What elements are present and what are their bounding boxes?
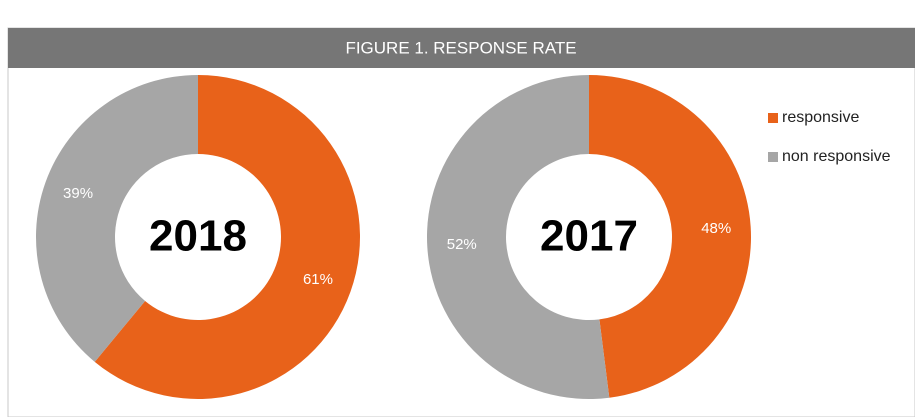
figure-title: FIGURE 1. RESPONSE RATE xyxy=(345,38,576,57)
legend-swatch xyxy=(768,113,778,123)
legend-swatch xyxy=(768,152,778,162)
title-bar xyxy=(8,28,915,68)
center-label: 2018 xyxy=(149,212,247,261)
donut-slice xyxy=(589,75,752,398)
legend-label: non responsive xyxy=(782,148,891,165)
data-label: 39% xyxy=(63,185,93,202)
donut-slice xyxy=(36,75,198,362)
data-label: 61% xyxy=(303,271,333,288)
donut-slice xyxy=(427,75,610,399)
center-label: 2017 xyxy=(540,212,638,261)
data-label: 52% xyxy=(447,236,477,253)
donut-slice xyxy=(94,75,361,399)
data-label: 48% xyxy=(701,220,731,237)
legend-label: responsive xyxy=(782,109,859,126)
